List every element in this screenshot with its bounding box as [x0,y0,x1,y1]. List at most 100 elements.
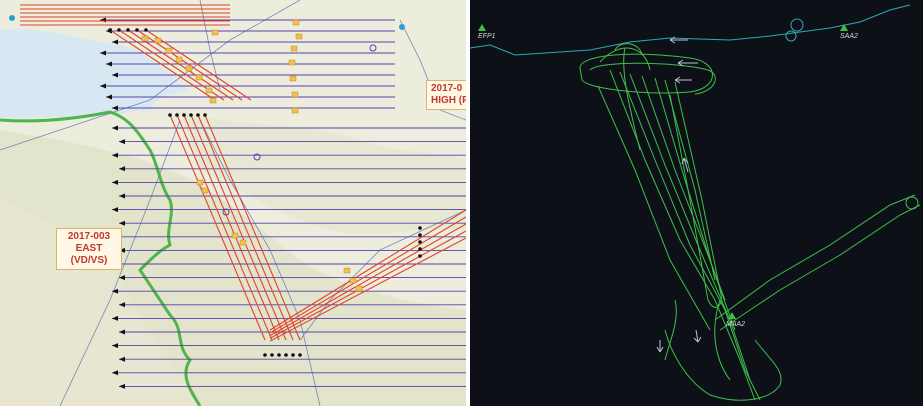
strip-tag [196,179,204,186]
arrow-icon [418,247,422,251]
arrow-left-icon [119,302,125,308]
strip-line [127,29,234,101]
strip-tag [201,187,209,194]
strip-line [269,216,466,334]
arrow-left-icon [106,61,112,67]
arrow-icon [182,113,186,117]
arrow-icon [418,240,422,244]
arrow-icon [263,353,267,357]
arrow-icon [126,28,130,32]
zone-east-name: EAST (VD/VS) [70,243,108,266]
strip-line [169,114,266,341]
strip-line [269,230,466,339]
station-label-maa2: MAA2 [726,321,746,328]
map-canvas [0,0,466,406]
station-label-efp1: EFP1 [478,33,496,40]
arrow-left-icon [106,94,112,100]
arrow-left-icon [100,83,106,89]
zone-label-high: 2017-0 HIGH (FR [426,80,466,110]
airport-icon [9,15,15,21]
station-markers [478,24,848,319]
arrow-left-icon [112,207,118,213]
strip-tag [288,59,296,66]
track-canvas [470,4,921,401]
zone-label-east: 2017-003 EAST (VD/VS) [56,228,122,270]
arrow-icon [135,28,139,32]
strip-line [176,114,273,341]
arrow-icon [168,113,172,117]
survey-tracks [579,43,921,401]
strip-tag [154,37,162,44]
strip-arrows [108,28,422,357]
gps-track-view: EFP1 SAA2 MAA2 [470,0,923,406]
strip-line [269,237,466,342]
arrow-left-icon [112,152,118,158]
strip-labels [141,19,363,292]
arrow-left-icon [112,315,118,321]
strip-line [145,29,252,101]
strip-line [183,114,280,341]
arrow-icon [291,353,295,357]
strip-tag [290,45,298,52]
arrow-icon [418,254,422,258]
flight-line-arrows [100,17,125,389]
strip-tag [175,56,183,63]
strip-tag [291,107,299,114]
arrow-left-icon [119,193,125,199]
station-triangle-icon [478,24,486,31]
arrow-left-icon [119,356,125,362]
strip-tag [165,47,173,54]
strip-tag [209,97,217,104]
zone-high-name: HIGH (FR [431,95,466,106]
arrow-icon [203,113,207,117]
arrow-left-icon [119,275,125,281]
strip-tag [141,35,149,42]
arrow-icon [277,353,281,357]
arrow-left-icon [112,179,118,185]
zone-east-id: 2017-003 [67,231,111,242]
arrow-left-icon [112,125,118,131]
transit-track [470,4,911,56]
strip-line [269,209,466,331]
strip-tag [231,232,239,239]
arrow-left-icon [112,72,118,78]
arrow-left-icon [119,383,125,389]
arrow-left-icon [112,39,118,45]
flight-plan-map: 2017-003 EAST (VD/VS) 2017-0 HIGH (FR [0,0,466,406]
strip-line [109,29,216,101]
arrow-left-icon [119,247,125,253]
strip-tag [239,239,247,246]
lake [0,28,190,119]
arrow-icon [117,28,121,32]
strip-tag [291,91,299,98]
arrow-icon [418,226,422,230]
arrow-left-icon [119,220,125,226]
flight-strips [20,4,466,342]
arrow-left-icon [119,166,125,172]
strip-tag [349,277,357,284]
arrow-left-icon [112,370,118,376]
strip-tag [211,29,219,36]
strip-tag [292,19,300,26]
arrow-left-icon [100,50,106,56]
arrow-icon [175,113,179,117]
zone-high-id: 2017-0 [431,83,463,94]
strip-tag [295,33,303,40]
strip-line [269,223,466,337]
strip-tag [205,87,213,94]
arrow-icon [189,113,193,117]
strip-line [190,114,287,341]
strip-line [204,114,301,341]
direction-arrows [656,36,702,353]
station-triangle-icon [728,312,736,319]
arrow-left-icon [112,288,118,294]
border-line [0,110,202,406]
arrow-left-icon [112,105,118,111]
airport-icon [399,24,405,30]
arrow-icon [196,113,200,117]
arrow-left-icon [119,139,125,145]
arrow-left-icon [112,343,118,349]
strip-tag [185,65,193,72]
station-triangle-icon [840,24,848,31]
